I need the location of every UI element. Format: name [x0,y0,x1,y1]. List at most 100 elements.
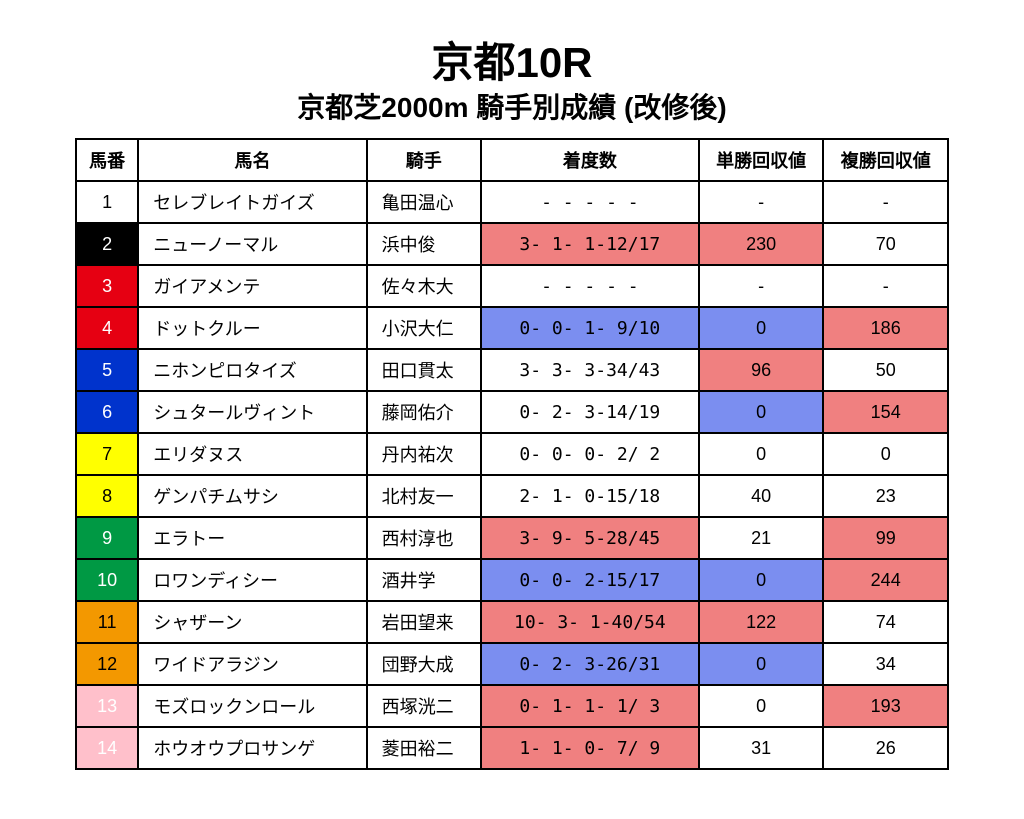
table-row: 11シャザーン岩田望来10- 3- 1-40/5412274 [76,601,948,643]
cell-record: 0- 1- 1- 1/ 3 [481,685,699,727]
cell-name: モズロックンロール [138,685,366,727]
cell-name: エリダヌス [138,433,366,475]
cell-num: 8 [76,475,138,517]
header-win: 単勝回収値 [699,139,824,181]
cell-jockey: 佐々木大 [367,265,481,307]
cell-place: 0 [823,433,948,475]
cell-win: 31 [699,727,824,769]
header-jockey: 騎手 [367,139,481,181]
jockey-stats-table: 馬番 馬名 騎手 着度数 単勝回収値 複勝回収値 1セレブレイトガイズ亀田温心-… [75,138,949,770]
cell-place: 34 [823,643,948,685]
cell-win: - [699,265,824,307]
cell-record: 3- 9- 5-28/45 [481,517,699,559]
table-row: 7エリダヌス丹内祐次0- 0- 0- 2/ 200 [76,433,948,475]
cell-place: 186 [823,307,948,349]
cell-num: 6 [76,391,138,433]
cell-win: 230 [699,223,824,265]
table-row: 8ゲンパチムサシ北村友一2- 1- 0-15/184023 [76,475,948,517]
cell-jockey: 西塚洸二 [367,685,481,727]
cell-win: 40 [699,475,824,517]
cell-win: 0 [699,391,824,433]
cell-win: - [699,181,824,223]
cell-win: 0 [699,307,824,349]
header-place: 複勝回収値 [823,139,948,181]
cell-place: - [823,181,948,223]
cell-num: 1 [76,181,138,223]
cell-place: 23 [823,475,948,517]
cell-num: 3 [76,265,138,307]
cell-name: ワイドアラジン [138,643,366,685]
cell-name: セレブレイトガイズ [138,181,366,223]
cell-jockey: 菱田裕二 [367,727,481,769]
cell-name: ニューノーマル [138,223,366,265]
cell-place: 50 [823,349,948,391]
cell-jockey: 田口貫太 [367,349,481,391]
cell-place: 99 [823,517,948,559]
cell-name: エラトー [138,517,366,559]
cell-place: 26 [823,727,948,769]
cell-jockey: 酒井学 [367,559,481,601]
cell-num: 7 [76,433,138,475]
header-row: 馬番 馬名 騎手 着度数 単勝回収値 複勝回収値 [76,139,948,181]
table-row: 14ホウオウプロサンゲ菱田裕二1- 1- 0- 7/ 93126 [76,727,948,769]
cell-num: 4 [76,307,138,349]
table-row: 9エラトー西村淳也3- 9- 5-28/452199 [76,517,948,559]
cell-jockey: 藤岡佑介 [367,391,481,433]
cell-name: ニホンピロタイズ [138,349,366,391]
cell-jockey: 浜中俊 [367,223,481,265]
table-row: 3ガイアメンテ佐々木大- - - - --- [76,265,948,307]
cell-record: 0- 0- 0- 2/ 2 [481,433,699,475]
cell-name: シュタールヴィント [138,391,366,433]
cell-num: 11 [76,601,138,643]
cell-place: 244 [823,559,948,601]
cell-name: ホウオウプロサンゲ [138,727,366,769]
cell-place: - [823,265,948,307]
cell-place: 154 [823,391,948,433]
cell-num: 12 [76,643,138,685]
cell-win: 0 [699,685,824,727]
cell-num: 2 [76,223,138,265]
cell-jockey: 亀田温心 [367,181,481,223]
sub-title: 京都芝2000m 騎手別成績 (改修後) [75,86,949,126]
cell-record: 3- 1- 1-12/17 [481,223,699,265]
table-row: 2ニューノーマル浜中俊3- 1- 1-12/1723070 [76,223,948,265]
table-row: 10ロワンディシー酒井学0- 0- 2-15/170244 [76,559,948,601]
cell-place: 193 [823,685,948,727]
cell-win: 0 [699,643,824,685]
cell-place: 70 [823,223,948,265]
cell-record: 3- 3- 3-34/43 [481,349,699,391]
cell-record: 0- 2- 3-26/31 [481,643,699,685]
cell-name: シャザーン [138,601,366,643]
cell-jockey: 小沢大仁 [367,307,481,349]
cell-name: ゲンパチムサシ [138,475,366,517]
cell-jockey: 岩田望来 [367,601,481,643]
table-row: 5ニホンピロタイズ田口貫太3- 3- 3-34/439650 [76,349,948,391]
header-num: 馬番 [76,139,138,181]
cell-record: - - - - - [481,181,699,223]
cell-record: - - - - - [481,265,699,307]
cell-record: 0- 0- 2-15/17 [481,559,699,601]
cell-num: 14 [76,727,138,769]
cell-win: 0 [699,559,824,601]
table-row: 13モズロックンロール西塚洸二0- 1- 1- 1/ 30193 [76,685,948,727]
cell-jockey: 丹内祐次 [367,433,481,475]
cell-record: 0- 0- 1- 9/10 [481,307,699,349]
table-row: 6シュタールヴィント藤岡佑介0- 2- 3-14/190154 [76,391,948,433]
cell-num: 10 [76,559,138,601]
cell-jockey: 西村淳也 [367,517,481,559]
cell-record: 10- 3- 1-40/54 [481,601,699,643]
cell-jockey: 北村友一 [367,475,481,517]
cell-record: 0- 2- 3-14/19 [481,391,699,433]
cell-win: 0 [699,433,824,475]
cell-num: 9 [76,517,138,559]
header-record: 着度数 [481,139,699,181]
cell-place: 74 [823,601,948,643]
cell-num: 5 [76,349,138,391]
table-row: 12ワイドアラジン団野大成0- 2- 3-26/31034 [76,643,948,685]
header-name: 馬名 [138,139,366,181]
cell-name: ドットクルー [138,307,366,349]
cell-win: 96 [699,349,824,391]
title-container: 京都10R 京都芝2000m 騎手別成績 (改修後) [75,40,949,126]
cell-record: 1- 1- 0- 7/ 9 [481,727,699,769]
cell-jockey: 団野大成 [367,643,481,685]
